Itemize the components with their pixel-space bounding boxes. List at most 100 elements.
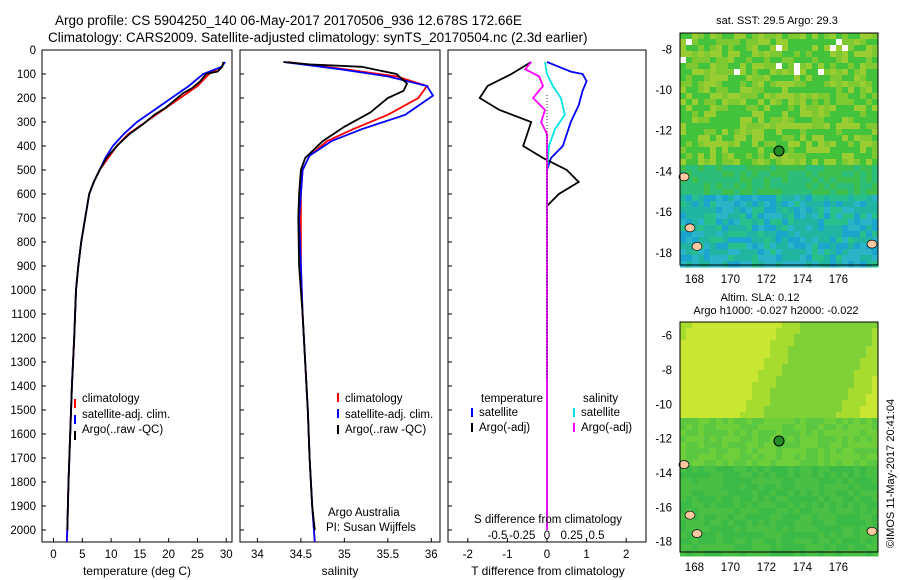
map-cell	[782, 105, 789, 112]
map-cell	[788, 514, 795, 521]
map-cell	[794, 99, 801, 106]
map-cell	[806, 328, 813, 335]
map-cell	[872, 201, 879, 208]
map-cell	[788, 550, 795, 557]
map-cell	[680, 249, 687, 256]
map-cell	[710, 502, 717, 509]
map-cell	[848, 177, 855, 184]
map-cell	[860, 195, 867, 202]
map-cell	[848, 340, 855, 347]
map-cell	[704, 219, 711, 226]
map-cell	[788, 201, 795, 208]
map-cell	[722, 39, 729, 46]
map-cell	[734, 514, 741, 521]
map-cell	[848, 328, 855, 335]
map-cell	[848, 520, 855, 527]
map-cell	[818, 394, 825, 401]
map-cell	[770, 183, 777, 190]
map-cell	[758, 532, 765, 539]
map-cell	[752, 81, 759, 88]
map-cell	[746, 328, 753, 335]
map-cell	[806, 81, 813, 88]
map-cell	[710, 394, 717, 401]
map-cell	[800, 261, 807, 268]
map-cell	[740, 526, 747, 533]
map-cell	[788, 454, 795, 461]
map-cell	[776, 63, 783, 70]
map-cell	[800, 213, 807, 220]
map-cell	[788, 189, 795, 196]
map-cell	[746, 502, 753, 509]
map-cell	[704, 123, 711, 130]
map-cell	[722, 466, 729, 473]
map-cell	[722, 255, 729, 262]
map-cell	[680, 219, 687, 226]
map-cell	[806, 514, 813, 521]
map-cell	[698, 99, 705, 106]
map-cell	[710, 129, 717, 136]
map-cell	[770, 550, 777, 557]
map-cell	[752, 346, 759, 353]
map-cell	[866, 532, 873, 539]
map-cell	[686, 358, 693, 365]
map-cell	[824, 111, 831, 118]
map-cell	[764, 370, 771, 377]
diff-legend-temp-title: temperature	[481, 393, 543, 405]
map-cell	[794, 87, 801, 94]
map-cell	[758, 406, 765, 413]
map-cell	[818, 412, 825, 419]
map-cell	[800, 51, 807, 58]
map-cell	[872, 51, 879, 58]
map-cell	[764, 39, 771, 46]
map-cell	[824, 225, 831, 232]
map-cell	[746, 430, 753, 437]
map-cell	[740, 201, 747, 208]
map-cell	[728, 75, 735, 82]
map-cell	[740, 532, 747, 539]
map-cell	[686, 45, 693, 52]
map-cell	[722, 496, 729, 503]
map-cell	[842, 508, 849, 515]
map-cell	[860, 508, 867, 515]
map-cell	[866, 189, 873, 196]
map-cell	[848, 388, 855, 395]
map-cell	[746, 550, 753, 557]
map-cell	[728, 370, 735, 377]
map-cell	[746, 508, 753, 515]
map-cell	[728, 231, 735, 238]
map-cell	[686, 376, 693, 383]
map-cell	[692, 394, 699, 401]
map-cell	[800, 538, 807, 545]
map-cell	[830, 364, 837, 371]
map-cell	[854, 466, 861, 473]
map-cell	[764, 412, 771, 419]
map-cell	[740, 225, 747, 232]
map-cell	[818, 382, 825, 389]
map-cell	[860, 237, 867, 244]
map-cell	[848, 508, 855, 515]
map-cell	[722, 147, 729, 154]
map-cell	[860, 45, 867, 52]
map-cell	[704, 165, 711, 172]
map-cell	[758, 412, 765, 419]
map-cell	[764, 57, 771, 64]
map-cell	[854, 51, 861, 58]
map-cell	[806, 478, 813, 485]
map-cell	[836, 502, 843, 509]
map-cell	[680, 255, 687, 262]
map-cell	[860, 69, 867, 76]
map-cell	[824, 75, 831, 82]
map-cell	[752, 412, 759, 419]
map-cell	[800, 526, 807, 533]
map-cell	[806, 261, 813, 268]
map-cell	[842, 147, 849, 154]
island-shape	[684, 223, 696, 233]
map-cell	[782, 237, 789, 244]
map-cell	[716, 472, 723, 479]
map-cell	[764, 141, 771, 148]
map-cell	[872, 340, 879, 347]
map-cell	[860, 261, 867, 268]
map-cell	[746, 183, 753, 190]
map-cell	[812, 454, 819, 461]
